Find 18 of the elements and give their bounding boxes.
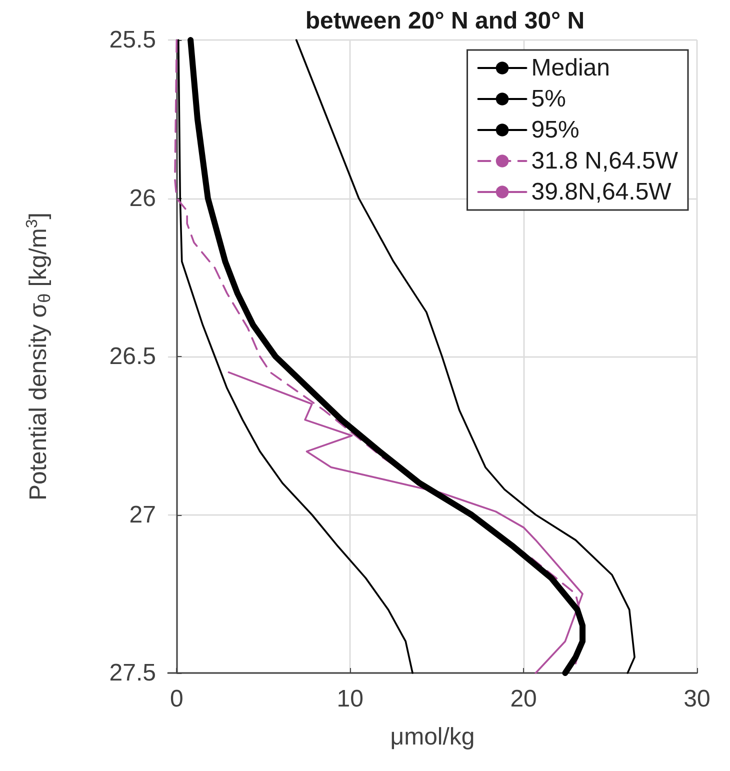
x-tick-label: 20 <box>510 686 537 712</box>
y-tick-label: 25.5 <box>109 26 156 54</box>
x-tick-label: 0 <box>170 686 184 712</box>
legend-label: Median <box>531 54 610 82</box>
legend-label: 39.8N,64.5W <box>531 178 672 206</box>
x-axis-title: μmol/kg <box>390 724 475 750</box>
y-tick-label: 26.5 <box>109 343 156 370</box>
legend-label: 95% <box>531 116 580 144</box>
x-tick-label: 10 <box>336 686 364 712</box>
y-tick-label: 27.5 <box>109 660 156 686</box>
legend-label: 5% <box>531 86 566 112</box>
x-tick-label: 30 <box>684 686 710 712</box>
line-series <box>178 39 414 674</box>
y-tick-label: 26 <box>129 184 156 212</box>
chart-title: between 20° N and 30° N <box>305 8 585 34</box>
legend-label: 31.8 N,64.5W <box>531 148 678 174</box>
y-axis-title: Potential density σθ [kg/m3] <box>24 212 54 500</box>
y-tick-label: 27 <box>129 501 156 528</box>
